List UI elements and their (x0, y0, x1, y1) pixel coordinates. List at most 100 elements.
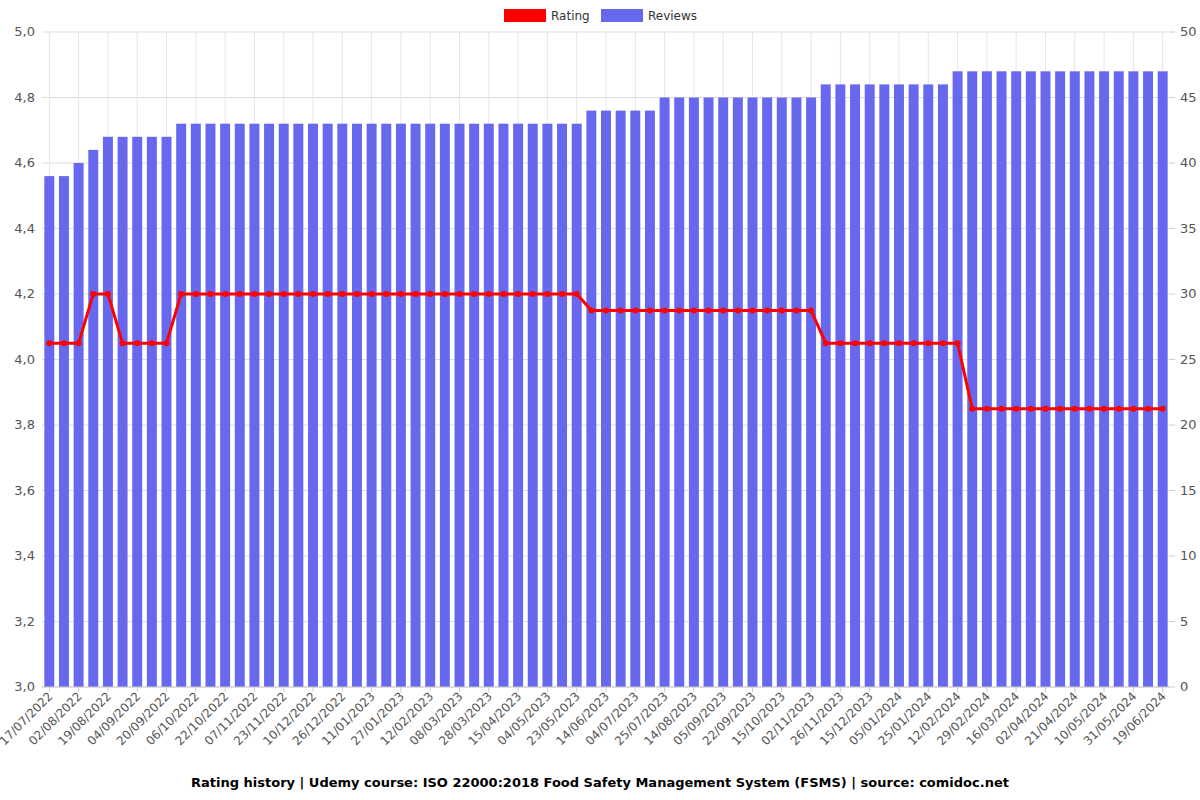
line-marker (486, 291, 492, 297)
x-tick (400, 687, 401, 692)
bar (894, 84, 904, 687)
bar (74, 163, 84, 687)
line-marker (735, 307, 741, 313)
line-marker (574, 291, 580, 297)
line-marker (325, 291, 331, 297)
line-marker (266, 291, 272, 297)
x-tick (107, 687, 108, 692)
line-marker (940, 340, 946, 346)
x-tick (576, 687, 577, 692)
line-marker (749, 307, 755, 313)
bar (191, 124, 201, 687)
bar (777, 98, 787, 688)
y2-tick-label: 15 (1180, 483, 1197, 498)
line-marker (339, 291, 345, 297)
line-marker (530, 291, 536, 297)
y2-tick-label: 35 (1180, 221, 1197, 236)
line-marker (1130, 406, 1136, 412)
x-tick (78, 687, 79, 692)
line-marker (120, 340, 126, 346)
bar (542, 124, 552, 687)
bar (689, 98, 699, 688)
bar (440, 124, 450, 687)
bar (835, 84, 845, 687)
bar (484, 124, 494, 687)
y2-tick-label: 50 (1180, 24, 1197, 39)
y2-tick-label: 5 (1180, 614, 1188, 629)
bar (513, 124, 523, 687)
legend-label: Rating (551, 9, 590, 23)
line-marker (955, 340, 961, 346)
bar (1114, 71, 1124, 687)
bar (1084, 71, 1094, 687)
bar (982, 71, 992, 687)
y-tick-label: 3,0 (14, 679, 35, 694)
line-marker (618, 307, 624, 313)
line-marker (207, 291, 213, 297)
bar (821, 84, 831, 687)
line-marker (1086, 406, 1092, 412)
title: Rating history | Udemy course: ISO 22000… (191, 775, 1009, 790)
bar (718, 98, 728, 688)
line-marker (237, 291, 243, 297)
x-tick (254, 687, 255, 692)
x-tick (898, 687, 899, 692)
bar (337, 124, 347, 687)
bar (44, 176, 54, 687)
y2-tick-label: 40 (1180, 155, 1197, 170)
bar (733, 98, 743, 688)
line-marker (310, 291, 316, 297)
grid (42, 32, 1170, 687)
line-marker (881, 340, 887, 346)
x-tick (606, 687, 607, 692)
marks (44, 71, 1167, 687)
x-tick (430, 687, 431, 692)
line-marker (149, 340, 155, 346)
line-marker (222, 291, 228, 297)
bar (1099, 71, 1109, 687)
bar (249, 124, 259, 687)
x-tick (518, 687, 519, 692)
bar (806, 98, 816, 688)
x-tick (1016, 687, 1017, 692)
bar (367, 124, 377, 687)
x-tick (283, 687, 284, 692)
legend-label: Reviews (648, 9, 697, 23)
line-marker (544, 291, 550, 297)
line-marker (251, 291, 257, 297)
x-tick (664, 687, 665, 692)
x-tick (195, 687, 196, 692)
line-marker (105, 291, 111, 297)
bar (220, 124, 230, 687)
bar (205, 124, 215, 687)
line-marker (720, 307, 726, 313)
bar (455, 124, 465, 687)
line-marker (1013, 406, 1019, 412)
bar (1143, 71, 1153, 687)
line-marker (984, 406, 990, 412)
bar (425, 124, 435, 687)
line-marker (281, 291, 287, 297)
legend: Rating Reviews (504, 9, 697, 23)
y-tick-label: 4,8 (14, 90, 35, 105)
x-tick (781, 687, 782, 692)
line-marker (1072, 406, 1078, 412)
line-marker (457, 291, 463, 297)
bar (176, 124, 186, 687)
x-tick (547, 687, 548, 692)
bar (997, 71, 1007, 687)
x-tick (1162, 687, 1163, 692)
rating-line (49, 294, 1162, 409)
x-tick (986, 687, 987, 692)
x-tick (1074, 687, 1075, 692)
line-marker (852, 340, 858, 346)
line-marker (1101, 406, 1107, 412)
line-marker (823, 340, 829, 346)
line-marker (588, 307, 594, 313)
line-marker (193, 291, 199, 297)
legend-swatch (504, 9, 546, 22)
line-marker (1042, 406, 1048, 412)
y2-tick (1170, 490, 1175, 491)
y-tick-label: 4,0 (14, 352, 35, 367)
y2-tick (1170, 97, 1175, 98)
